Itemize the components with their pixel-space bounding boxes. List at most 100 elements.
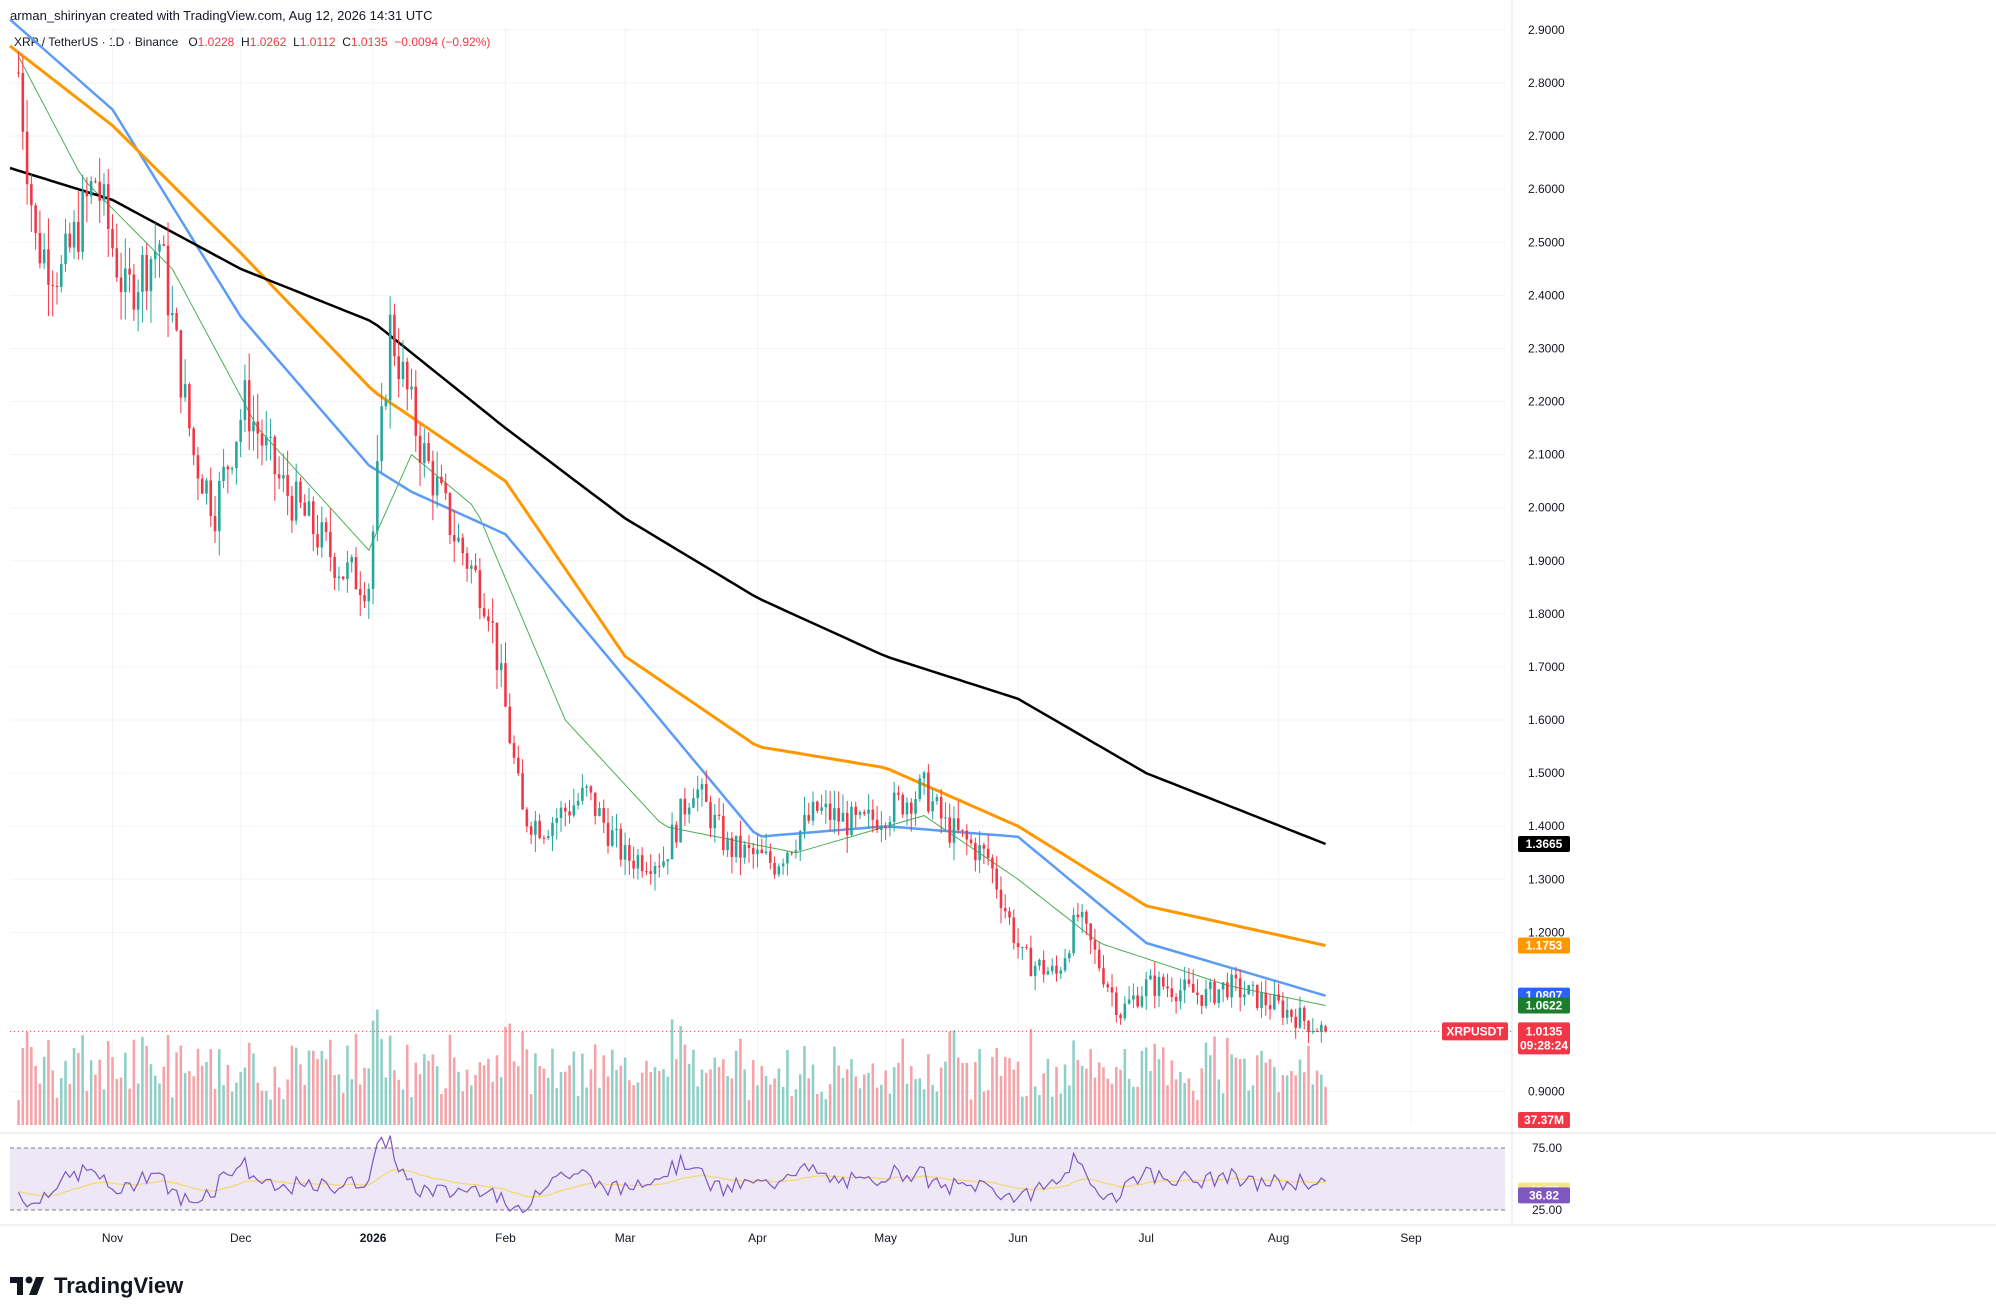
candle-body	[183, 384, 187, 398]
volume-bar	[371, 1020, 375, 1125]
candle-body	[316, 534, 319, 548]
candle-body	[1025, 947, 1028, 949]
volume-bar	[1281, 1075, 1285, 1125]
candle-body	[175, 312, 178, 331]
candle-body	[1179, 990, 1182, 1002]
candle-body	[858, 812, 862, 816]
volume-bar	[897, 1062, 900, 1125]
volume-bar	[794, 1089, 798, 1125]
volume-bar	[1033, 1086, 1037, 1125]
volume-bar	[1115, 1067, 1118, 1125]
candle-body	[986, 848, 990, 858]
volume-bar	[30, 1047, 33, 1125]
candle-body	[119, 277, 123, 293]
candle-body	[1106, 984, 1110, 988]
candle-body	[952, 818, 956, 843]
candle-body	[1260, 992, 1263, 1008]
volume-bar	[1068, 1085, 1071, 1125]
volume-bar	[132, 1039, 136, 1125]
candle-body	[346, 562, 349, 580]
volume-bar	[593, 1044, 597, 1125]
candle-body	[89, 181, 93, 197]
candle-body	[1063, 958, 1067, 971]
volume-bar	[1311, 1084, 1315, 1125]
volume-tag-bg	[1518, 1112, 1570, 1128]
volume-bar	[77, 1052, 80, 1125]
volume-bar	[534, 1053, 537, 1125]
candle-body	[773, 862, 776, 875]
candle-body	[875, 819, 879, 831]
volume-bar	[645, 1060, 648, 1125]
volume-bar	[269, 1099, 272, 1125]
candle-body	[820, 807, 823, 811]
candle-body	[376, 461, 379, 532]
x-tick-label: Nov	[102, 1231, 123, 1245]
volume-bar	[115, 1078, 119, 1125]
volume-bar	[854, 1076, 858, 1125]
candle-body	[166, 245, 170, 316]
volume-bar	[880, 1084, 883, 1125]
volume-bar	[1059, 1093, 1063, 1125]
candle-body	[299, 481, 302, 503]
candle-body	[1324, 1026, 1327, 1032]
volume-bar	[850, 1059, 853, 1125]
volume-bar	[1080, 1065, 1084, 1125]
candle-body	[1068, 953, 1071, 959]
candle-body	[756, 849, 759, 855]
volume-bar	[991, 1056, 994, 1125]
volume-bar	[816, 1093, 819, 1125]
candle-body	[1021, 947, 1024, 949]
candle-body	[282, 474, 285, 479]
volume-bar	[905, 1083, 909, 1125]
volume-bar	[858, 1088, 862, 1125]
candle-body	[743, 844, 746, 858]
volume-bar	[341, 1092, 345, 1125]
candle-body	[1191, 983, 1195, 993]
x-tick-label: May	[874, 1231, 897, 1245]
candle-body	[358, 589, 362, 596]
low-value: 1.0112	[299, 35, 336, 49]
volume-bar	[495, 1055, 499, 1125]
volume-bar	[196, 1048, 200, 1125]
volume-bar	[726, 1076, 729, 1125]
volume-bar	[820, 1091, 823, 1125]
y-tick-label: 2.7000	[1528, 129, 1565, 143]
volume-bar	[230, 1091, 234, 1125]
tradingview-logo[interactable]: TradingView	[10, 1273, 183, 1299]
candle-body	[77, 221, 80, 252]
volume-bar	[1260, 1050, 1263, 1125]
candle-body	[303, 502, 307, 516]
candle-body	[863, 812, 866, 814]
volume-bar	[1251, 1085, 1255, 1125]
candle-body	[884, 826, 887, 829]
volume-bar	[363, 1067, 366, 1125]
volume-bar	[320, 1051, 324, 1125]
candle-body	[854, 806, 858, 816]
volume-bar	[640, 1072, 644, 1125]
candle-body	[1226, 982, 1229, 998]
volume-bar	[564, 1071, 567, 1125]
candle-body	[585, 786, 588, 788]
open-value: 1.0228	[197, 35, 235, 49]
candle-body	[935, 796, 939, 802]
candle-body	[675, 824, 678, 843]
volume-bar	[414, 1062, 418, 1125]
volume-bar	[209, 1049, 213, 1125]
volume-bar	[303, 1084, 307, 1125]
candle-body	[1170, 988, 1174, 997]
volume-bar	[141, 1036, 144, 1125]
volume-bar	[965, 1062, 969, 1125]
volume-bar	[1320, 1074, 1323, 1125]
volume-bar	[136, 1083, 140, 1125]
volume-bar	[935, 1091, 939, 1125]
volume-bar	[213, 1088, 217, 1125]
symbol-name[interactable]: XRP / TetherUS · 1D · Binance	[14, 35, 179, 49]
candle-body	[393, 314, 396, 357]
volume-bar	[1093, 1077, 1097, 1125]
ma100-price-tag-bg	[1518, 937, 1570, 954]
volume-bar	[162, 1066, 166, 1125]
candle-body	[1127, 999, 1131, 1004]
rsi-band	[10, 1148, 1505, 1210]
volume-bar	[918, 1078, 922, 1125]
